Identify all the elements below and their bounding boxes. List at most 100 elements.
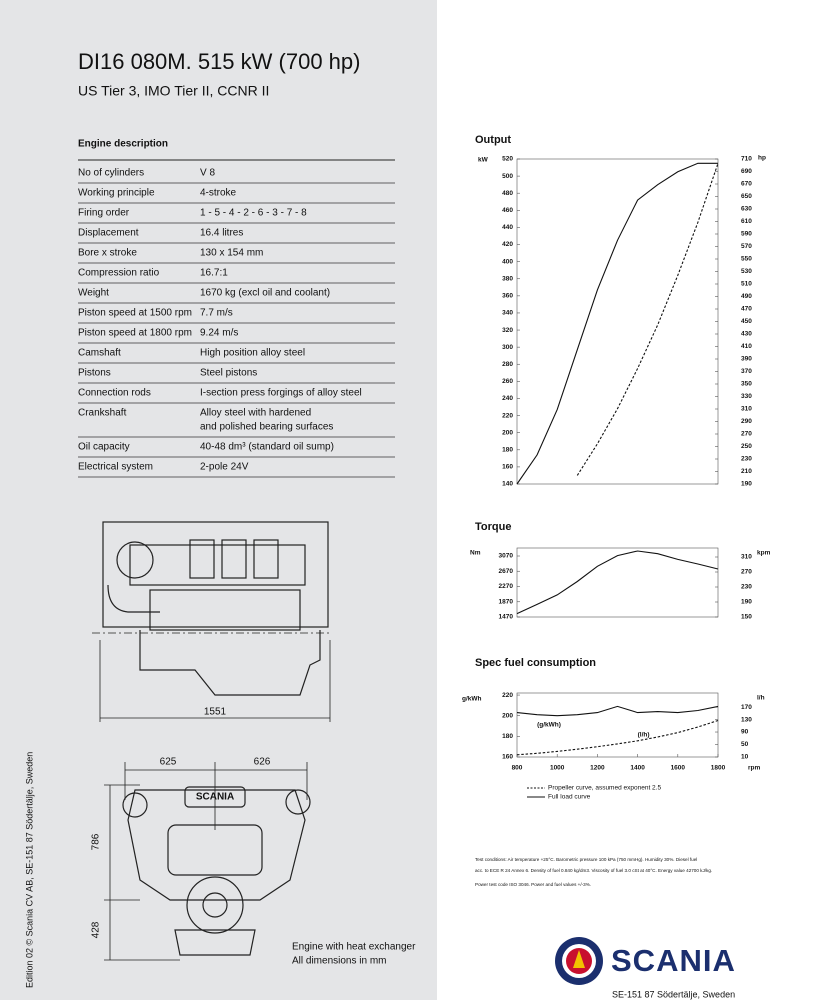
y-tick-label: 180 [502, 733, 513, 740]
series-line [516, 705, 719, 717]
y2-tick-label: 550 [741, 256, 752, 263]
row-value: 7.7 m/s [200, 308, 233, 319]
caption: Engine with heat exchanger [292, 942, 416, 953]
y2-tick-label: 250 [741, 443, 752, 450]
outline [285, 789, 311, 815]
row-label: Weight [78, 288, 109, 299]
y2-tick-label: 510 [741, 281, 752, 288]
y-tick-label: 2270 [499, 583, 514, 590]
row-label: Piston speed at 1500 rpm [78, 308, 192, 319]
y-tick-label: 480 [502, 190, 513, 197]
chart-title: Spec fuel consumption [475, 657, 596, 669]
row-label: Camshaft [78, 348, 121, 359]
logo-emblem [555, 937, 603, 985]
subtitle: US Tier 3, IMO Tier II, CCNR II [78, 83, 269, 99]
y2-tick-label: 530 [741, 268, 752, 275]
plot-frame [516, 692, 719, 758]
row-value: 2-pole 24V [200, 462, 249, 473]
y-tick-label: 1470 [499, 614, 514, 621]
row-label: Bore x stroke [78, 248, 137, 259]
row-label: Displacement [78, 228, 139, 239]
dimension-label: 786 [91, 833, 102, 850]
test-conditions: Power test code ISO 3046. Power and fuel… [475, 882, 591, 887]
y-axis-label: g/kWh [462, 696, 482, 703]
y-tick-label: 320 [502, 327, 513, 334]
y-tick-label: 280 [502, 361, 513, 368]
row-label: Electrical system [78, 462, 153, 473]
y-tick-label: 2670 [499, 568, 514, 575]
y2-tick-label: 310 [741, 554, 752, 561]
y-tick-label: 160 [502, 754, 513, 761]
y-tick-label: 3070 [499, 553, 514, 560]
title: DI16 080M. 515 kW (700 hp) [78, 49, 360, 74]
x-tick-label: 1400 [630, 765, 645, 772]
y2-tick-label: 50 [741, 741, 749, 748]
table: No of cylinders V 8 Working principle 4-str… [78, 168, 395, 478]
outline [116, 541, 154, 579]
y2-tick-label: 230 [741, 584, 752, 591]
y-tick-label: 440 [502, 224, 513, 231]
y-axis-label: Nm [470, 550, 481, 557]
row-value: and polished bearing surfaces [200, 422, 333, 433]
row-value: 9.24 m/s [200, 328, 238, 339]
row-label: Pistons [78, 368, 111, 379]
x-tick-label: 1200 [590, 765, 605, 772]
row-label: Compression ratio [78, 268, 160, 279]
y2-tick-label: 650 [741, 193, 752, 200]
row-label: Crankshaft [78, 408, 127, 419]
row-label: Firing order [78, 208, 130, 219]
y2-tick-label: 450 [741, 318, 752, 325]
y2-tick-label: 270 [741, 431, 752, 438]
outline [186, 876, 244, 934]
y2-tick-label: 290 [741, 418, 752, 425]
y2-axis-label: l/h [757, 695, 765, 702]
row-label: Oil capacity [78, 442, 130, 453]
x-tick-label: 1800 [711, 765, 726, 772]
y2-tick-label: 590 [741, 231, 752, 238]
dimension-label: 625 [160, 757, 177, 768]
y2-tick-label: 330 [741, 393, 752, 400]
outline [174, 929, 256, 956]
y-tick-label: 300 [502, 344, 513, 351]
outline [129, 544, 306, 586]
y2-tick-label: 690 [741, 168, 752, 175]
y2-tick-label: 10 [741, 754, 749, 761]
y2-tick-label: 190 [741, 599, 752, 606]
row-label: No of cylinders [78, 168, 144, 179]
y2-tick-label: 230 [741, 456, 752, 463]
outline [202, 892, 228, 918]
series-label: (g/kWh) [537, 721, 561, 728]
y-tick-label: 1870 [499, 598, 514, 605]
test-conditions: Test conditions: Air temperature +25°C. … [475, 857, 697, 862]
y2-tick-label: 210 [741, 468, 752, 475]
y2-tick-label: 170 [741, 704, 752, 711]
outline [149, 589, 301, 631]
y-axis-label: kW [478, 157, 489, 164]
dimension-label: 428 [91, 921, 102, 938]
left-panel [0, 0, 437, 1000]
row-value: Alloy steel with hardened [200, 408, 311, 419]
row-value: 1670 kg (excl oil and coolant) [200, 288, 330, 299]
outline [139, 630, 321, 696]
y-tick-label: 420 [502, 241, 513, 248]
y-tick-label: 160 [502, 464, 513, 471]
x-tick-label: 1600 [671, 765, 686, 772]
row-value: 4-stroke [200, 188, 237, 199]
emblem-griffin [573, 950, 585, 968]
y-tick-label: 180 [502, 447, 513, 454]
outline [167, 824, 263, 876]
logo-text: SCANIA [611, 943, 736, 978]
y2-tick-label: 490 [741, 293, 752, 300]
plot-frame [516, 547, 719, 618]
address: SE-151 87 Södertälje, Sweden [612, 989, 735, 999]
test-conditions: acc. to ECE R 24 Annex 6. Density of fue… [475, 868, 712, 873]
y-tick-label: 140 [502, 481, 513, 488]
row-value: 16.4 litres [200, 228, 243, 239]
row-value: High position alloy steel [200, 348, 305, 359]
row-value: 16.7:1 [200, 268, 228, 279]
row-label: Piston speed at 1800 rpm [78, 328, 192, 339]
y2-axis-label: hp [758, 155, 766, 162]
row-value: 40-48 dm³ (standard oil sump) [200, 442, 334, 453]
y-tick-label: 380 [502, 275, 513, 282]
